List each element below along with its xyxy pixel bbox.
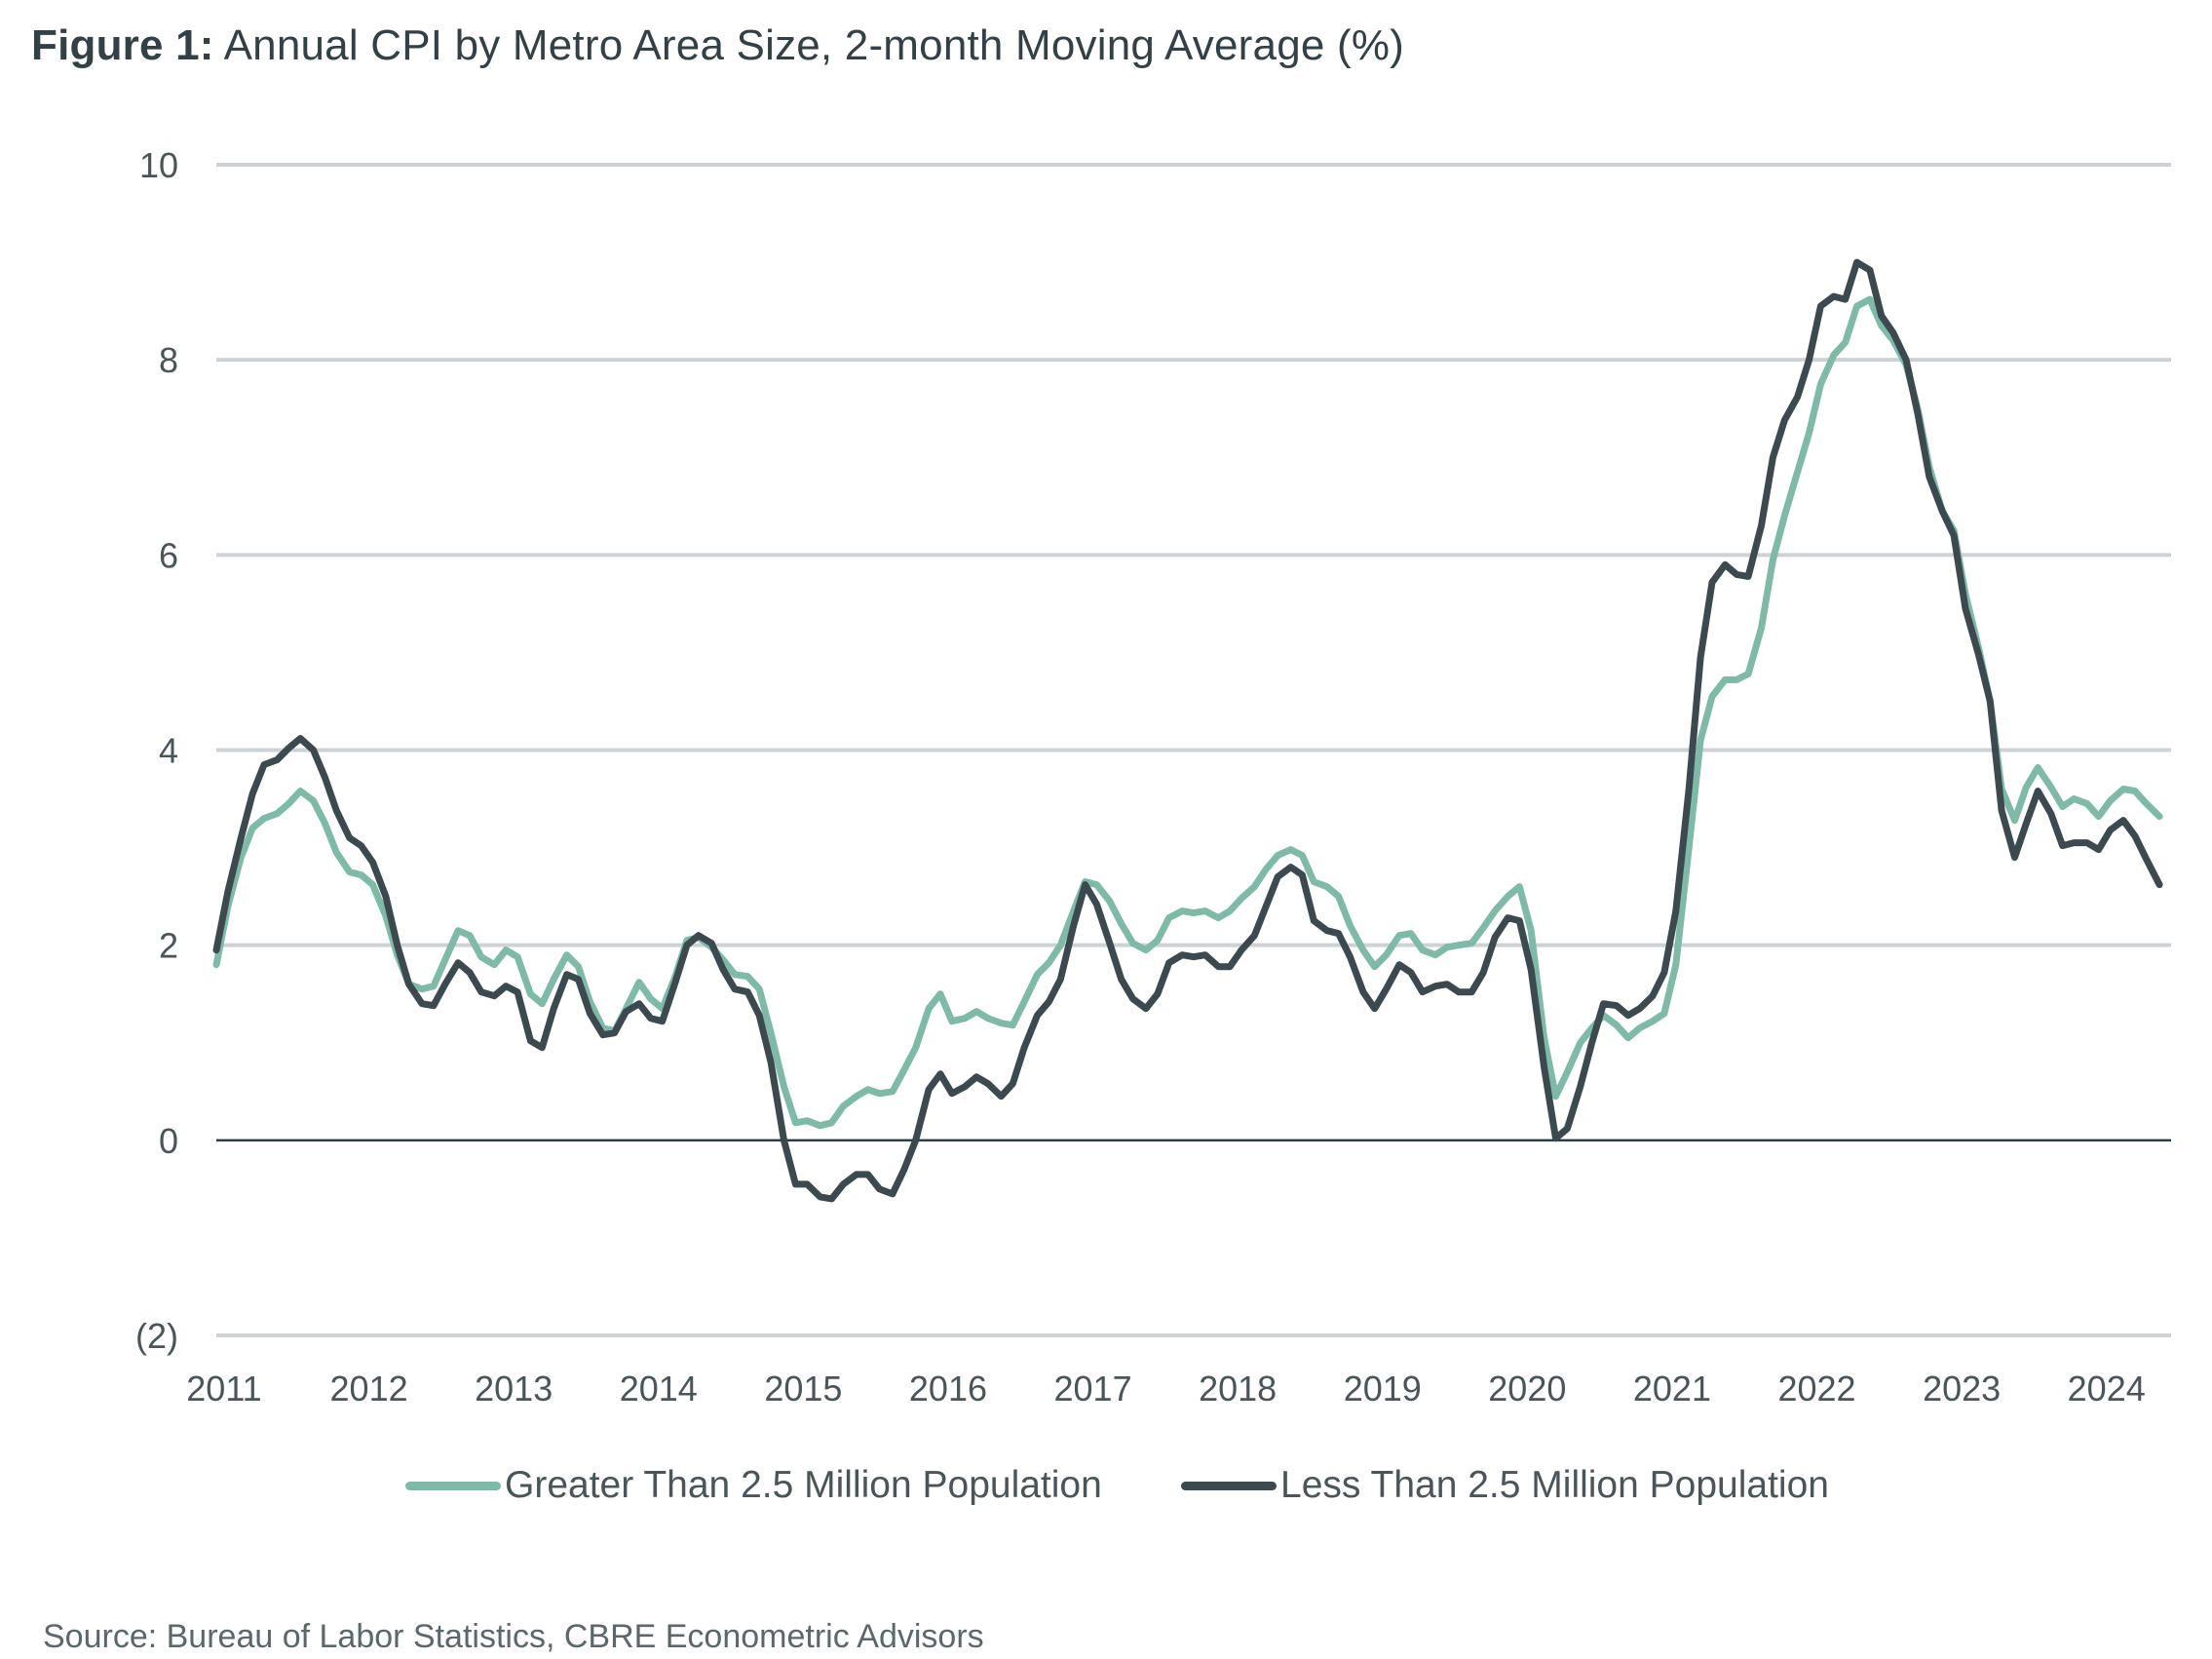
legend-swatch-large-metro (405, 1481, 501, 1490)
x-tick-label: 2018 (1199, 1369, 1277, 1408)
y-tick-label: 6 (159, 535, 178, 575)
legend-item-small-metro: Less Than 2.5 Million Population (1181, 1464, 1829, 1507)
legend: Greater Than 2.5 Million Population Less… (0, 1464, 2212, 1523)
x-tick-label: 2011 (186, 1369, 261, 1408)
x-tick-label: 2016 (909, 1369, 987, 1408)
title-text: Annual CPI by Metro Area Size, 2-month M… (223, 21, 1404, 69)
legend-swatch-small-metro (1181, 1481, 1277, 1490)
y-axis: (2) 0 2 4 6 8 10 (135, 145, 178, 1356)
x-tick-label: 2023 (1923, 1369, 2001, 1408)
source-note: Source: Bureau of Labor Statistics, CBRE… (43, 1618, 984, 1655)
y-tick-label: 10 (139, 145, 178, 185)
gridlines (216, 163, 2171, 1337)
x-tick-label: 2019 (1344, 1369, 1422, 1408)
x-tick-label: 2014 (620, 1369, 698, 1408)
y-tick-label: 0 (159, 1121, 178, 1161)
legend-label-small-metro: Less Than 2.5 Million Population (1280, 1464, 1829, 1506)
x-tick-label: 2022 (1777, 1369, 1855, 1408)
y-tick-label: 4 (159, 731, 178, 771)
x-tick-label: 2012 (330, 1369, 408, 1408)
y-tick-label: 2 (159, 926, 178, 966)
y-tick-label: 8 (159, 340, 178, 380)
x-tick-label: 2020 (1488, 1369, 1566, 1408)
x-axis: 2011 2012 2013 2014 2015 2016 2017 2018 2019 2020… (186, 1369, 2145, 1408)
series-line-large-metro (212, 295, 2163, 1130)
legend-item-large-metro: Greater Than 2.5 Million Population (405, 1464, 1102, 1507)
chart-title: Figure 1: Annual CPI by Metro Area Size,… (31, 21, 1404, 70)
x-tick-label: 2017 (1054, 1369, 1132, 1408)
series-lines (212, 258, 2163, 1203)
legend-label-large-metro: Greater Than 2.5 Million Population (505, 1464, 1102, 1506)
y-tick-label: (2) (135, 1316, 178, 1356)
series-line-small-metro (212, 258, 2163, 1203)
x-tick-label: 2013 (475, 1369, 553, 1408)
figure-number: Figure 1: (31, 21, 214, 69)
x-tick-label: 2024 (2068, 1369, 2146, 1408)
x-tick-label: 2015 (764, 1369, 842, 1408)
x-tick-label: 2021 (1633, 1369, 1711, 1408)
